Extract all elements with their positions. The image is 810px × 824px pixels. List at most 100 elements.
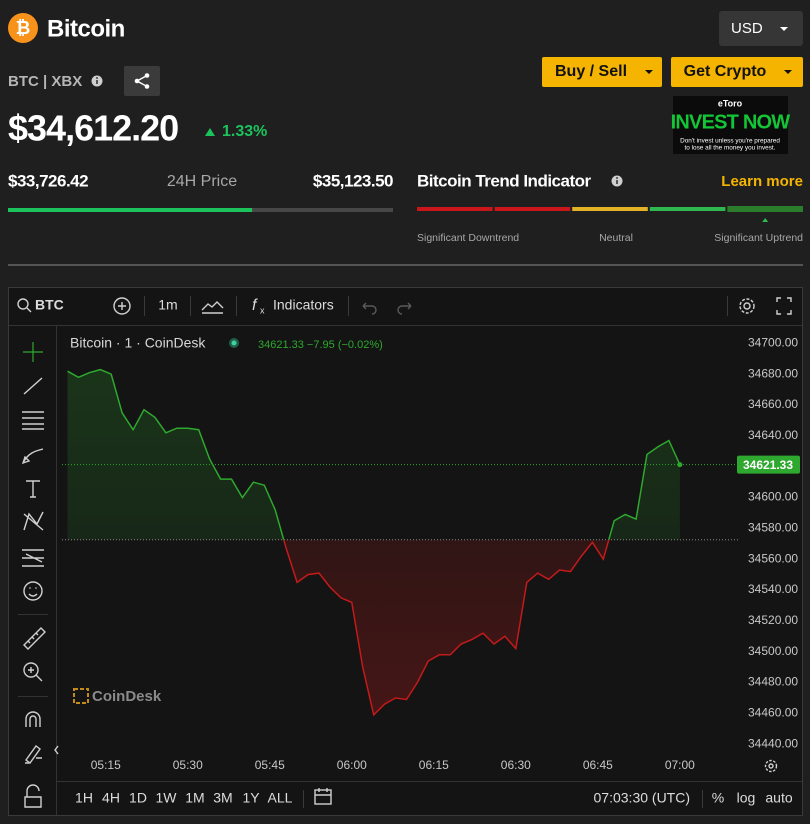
trend-segment: [494, 207, 571, 211]
range-button[interactable]: 1W: [156, 790, 178, 806]
y-tick-label: 34540.00: [748, 582, 798, 596]
x-tick-label: 06:00: [337, 758, 367, 772]
range-label: 24H Price: [167, 173, 237, 190]
learn-more-link[interactable]: Learn more: [721, 173, 803, 190]
stay-drawing-tool[interactable]: [25, 745, 42, 764]
x-tick-label: 06:15: [419, 758, 449, 772]
range-button[interactable]: 1H: [75, 790, 93, 806]
trend-label: Neutral: [599, 232, 633, 244]
collapse-tools[interactable]: [54, 745, 59, 755]
y-tick-label: 34580.00: [748, 521, 798, 535]
price-line-up: [67, 368, 681, 540]
prediction-tool[interactable]: [22, 549, 44, 567]
y-tick-label: 34660.00: [748, 397, 798, 411]
currency-select[interactable]: USD: [719, 11, 803, 46]
trend-segment: [727, 206, 803, 212]
watermark: CoinDesk: [73, 688, 162, 705]
button-label[interactable]: Get Crypto: [684, 63, 767, 80]
last-point: [677, 462, 683, 468]
y-tick-label: 34560.00: [748, 551, 798, 565]
y-tick-label: 34680.00: [748, 366, 798, 380]
chart-style-button[interactable]: [201, 301, 224, 314]
trend-label: Significant Uptrend: [714, 232, 803, 244]
symbol[interactable]: BTC: [35, 297, 64, 313]
scale-option[interactable]: auto: [765, 790, 792, 806]
price: $34,612.20: [8, 108, 178, 149]
x-tick-label: 06:30: [501, 758, 531, 772]
undo-button[interactable]: [362, 302, 377, 315]
ad-disclaimer[interactable]: Don't invest unless you're prepared: [680, 138, 780, 145]
range-button[interactable]: 1M: [185, 790, 204, 806]
text-tool[interactable]: [26, 480, 40, 498]
scale-option[interactable]: %: [712, 790, 724, 806]
ad-headline[interactable]: INVEST NOW: [671, 111, 791, 133]
area-up: [67, 369, 680, 540]
price-line-down: [282, 539, 610, 717]
page-title: Bitcoin: [47, 15, 125, 42]
currency[interactable]: USD: [731, 20, 763, 37]
range-button[interactable]: 1D: [129, 790, 147, 806]
range-low: $33,726.42: [8, 171, 88, 190]
icon-tool[interactable]: [23, 581, 43, 601]
up-arrow: [205, 128, 215, 136]
x-tick-label: 07:00: [665, 758, 695, 772]
y-tick-label: 34520.00: [748, 613, 798, 627]
svg-text:x: x: [260, 305, 265, 315]
fullscreen-button[interactable]: [776, 297, 792, 315]
compare-button[interactable]: [113, 297, 131, 315]
brush-tool[interactable]: [21, 448, 44, 465]
axis-settings[interactable]: [764, 759, 778, 773]
pattern-tool[interactable]: [23, 511, 44, 531]
y-tick-label: 34700.00: [748, 336, 798, 350]
drawing-tools: [18, 342, 48, 808]
status-dot: [231, 340, 237, 346]
x-tick-label: 05:45: [255, 758, 285, 772]
area-down: [283, 539, 609, 715]
trend-segment: [572, 207, 648, 211]
scale-option[interactable]: log: [737, 790, 756, 806]
y-tick-label: 34500.00: [748, 644, 798, 658]
last-price-label: 34621.33: [743, 458, 793, 472]
lock-tool[interactable]: [24, 784, 42, 808]
trend-segment: [417, 207, 493, 211]
range-button[interactable]: 4H: [102, 790, 120, 806]
buy-sell-button[interactable]: Buy / Sell: [542, 57, 662, 87]
y-tick-label: 34600.00: [748, 490, 798, 504]
clock: 07:03:30 (UTC): [594, 790, 690, 806]
interval[interactable]: 1m: [158, 297, 177, 313]
range-button[interactable]: ALL: [268, 790, 293, 806]
y-tick-label: 34480.00: [748, 675, 798, 689]
ad-brand[interactable]: eToro: [718, 98, 743, 108]
button-label[interactable]: Buy / Sell: [555, 63, 627, 80]
zoom-tool[interactable]: [23, 662, 43, 682]
chart-title: Bitcoin · 1 · CoinDesk: [70, 335, 206, 351]
range-high: $35,123.50: [313, 171, 393, 190]
range-button[interactable]: 3M: [213, 790, 232, 806]
indicators[interactable]: Indicators: [273, 297, 334, 313]
share-button[interactable]: [124, 66, 160, 96]
trend-line-tool[interactable]: [23, 377, 43, 395]
y-tick-label: 34640.00: [748, 428, 798, 442]
get-crypto-button[interactable]: Get Crypto: [671, 57, 803, 87]
ad-banner[interactable]: eToro INVEST NOW Don't invest unless you…: [671, 96, 791, 154]
fib-tool[interactable]: [22, 411, 44, 430]
footer: 07:03:30 (UTC) 1H 4H 1D 1W 1M 3M 1Y ALL% log auto: [75, 788, 793, 808]
x-tick-label: 06:45: [583, 758, 613, 772]
ruler-tool[interactable]: [23, 627, 46, 650]
crosshair-tool[interactable]: [23, 342, 43, 362]
trend-segment: [649, 207, 726, 211]
redo-button[interactable]: [397, 302, 412, 315]
svg-text:f: f: [252, 297, 258, 314]
info-icon: [91, 75, 103, 87]
ad-disclaimer[interactable]: to lose all the money you invest.: [685, 145, 776, 152]
magnet-tool[interactable]: [25, 711, 41, 727]
x-tick-label: 05:15: [91, 758, 121, 772]
y-tick-label: 34460.00: [748, 706, 798, 720]
date-range-button[interactable]: [314, 788, 332, 805]
settings-button[interactable]: [739, 298, 755, 314]
svg-text:₿: ₿: [16, 18, 31, 38]
range-button[interactable]: 1Y: [242, 790, 260, 806]
symbol-search[interactable]: BTC: [17, 297, 64, 313]
